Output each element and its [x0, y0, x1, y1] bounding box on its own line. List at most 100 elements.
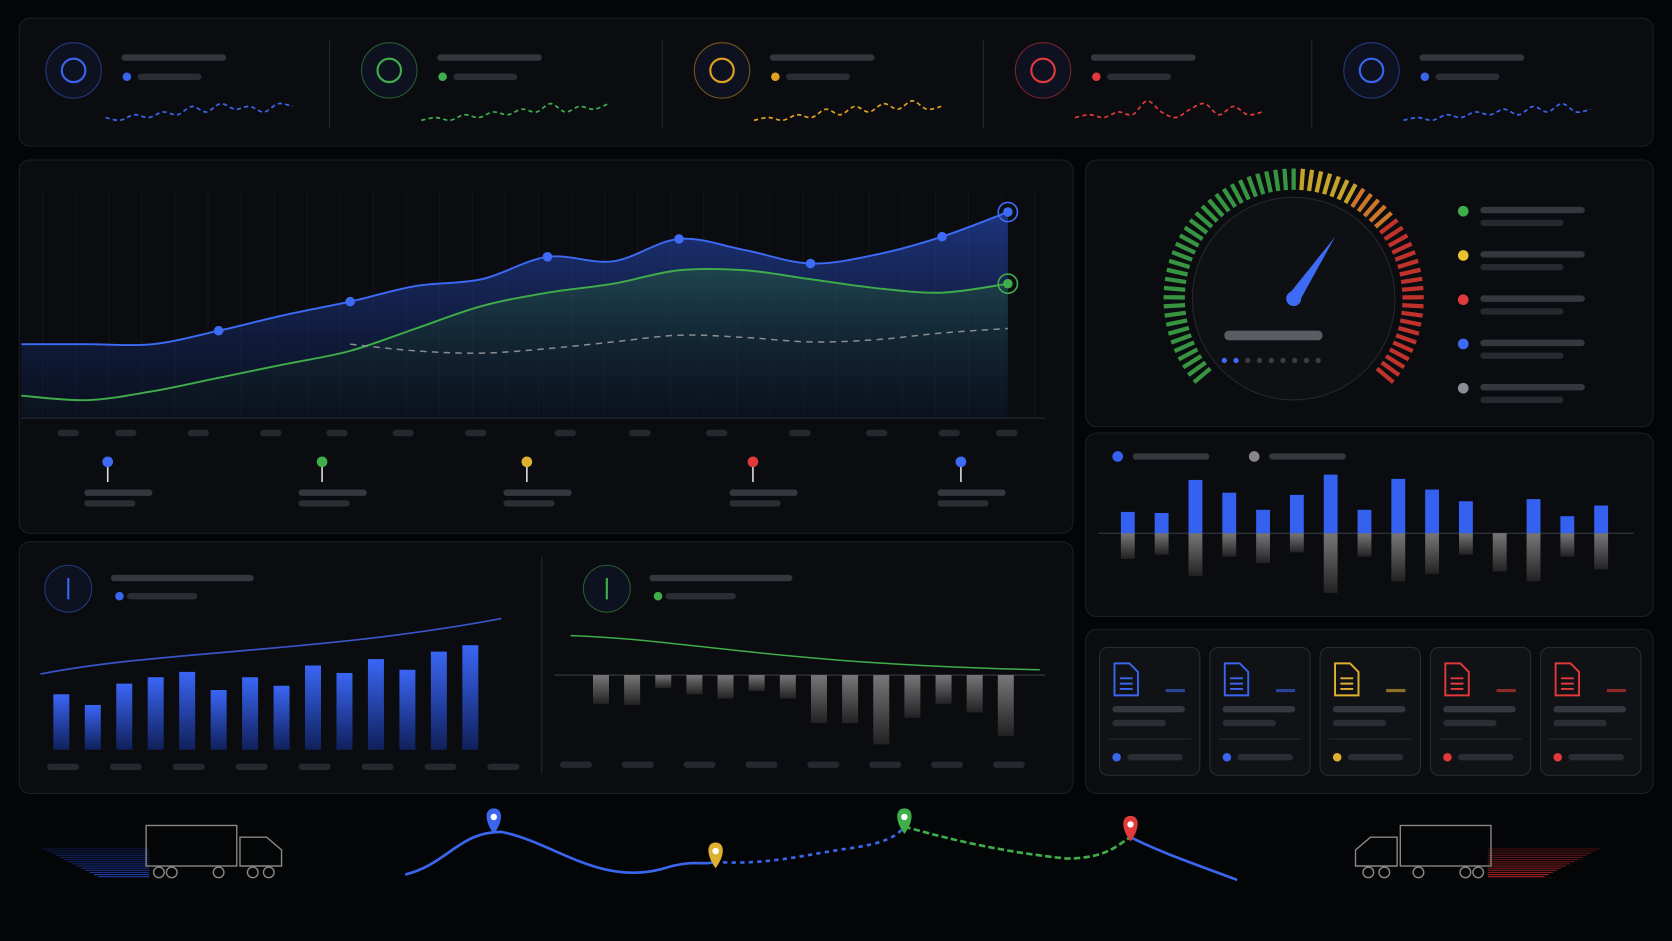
gauge-tick [1163, 303, 1186, 309]
pin [316, 456, 328, 468]
kpi-dot [1420, 72, 1430, 82]
placeholder [392, 429, 414, 437]
legend-dot [1457, 250, 1469, 261]
placeholder [869, 761, 902, 768]
sparkline [1074, 100, 1263, 119]
placeholder [931, 761, 964, 768]
bar [367, 659, 384, 750]
placeholder [992, 761, 1025, 768]
gauge-tick [1368, 204, 1387, 223]
page-dot [1221, 357, 1228, 364]
placeholder [1332, 719, 1387, 727]
legend-dot [1457, 382, 1469, 394]
bar [1391, 533, 1406, 582]
pin-core [712, 847, 719, 855]
trend [570, 634, 1040, 671]
gauge-tick [1336, 179, 1350, 201]
placeholder [554, 429, 576, 437]
wheel [165, 866, 178, 879]
panel [18, 17, 1654, 147]
placeholder [937, 489, 1006, 496]
bar [1458, 501, 1473, 534]
doc-icon [1334, 662, 1360, 697]
placeholder [1480, 251, 1585, 258]
placeholder [621, 761, 654, 768]
placeholder [503, 489, 572, 496]
bar [147, 677, 164, 750]
gauge-tick [1362, 198, 1381, 218]
bar [1154, 533, 1169, 555]
placeholder [84, 500, 136, 507]
gauge-tick [1177, 347, 1199, 362]
placeholder [326, 429, 348, 437]
gauge-tick [1188, 218, 1209, 235]
placeholder [260, 429, 282, 437]
kpi-icon [361, 42, 418, 99]
status-dot [1332, 752, 1342, 762]
placeholder [1458, 754, 1514, 761]
wheel [1378, 866, 1391, 879]
trailer [145, 824, 238, 867]
pin-core [490, 813, 497, 821]
placeholder [1132, 453, 1210, 460]
gauge-tick [1192, 366, 1212, 384]
cab [1354, 836, 1398, 867]
placeholder [786, 73, 851, 80]
gauge-tick [1388, 347, 1410, 362]
bar [1120, 533, 1135, 559]
gauge-tick [1238, 179, 1251, 201]
legend-dot [1457, 338, 1469, 350]
gauge-tick [1229, 183, 1244, 204]
bar [116, 683, 133, 750]
point [674, 234, 684, 244]
legend-dot [1457, 205, 1469, 217]
bar [1357, 509, 1372, 534]
wheel [1362, 866, 1375, 879]
placeholder [57, 429, 79, 437]
placeholder [1480, 295, 1585, 302]
placeholder [1480, 339, 1585, 347]
end-ring [997, 201, 1019, 223]
bar [1492, 533, 1507, 572]
map-pin [708, 842, 723, 869]
placeholder [1480, 383, 1585, 391]
gauge-tick [1207, 198, 1225, 218]
placeholder [1443, 706, 1516, 713]
kpi-dot [1092, 72, 1101, 82]
placeholder [789, 429, 811, 437]
kpi-dot [438, 72, 447, 82]
placeholder [187, 429, 210, 437]
point [542, 252, 553, 262]
bar [84, 704, 101, 750]
placeholder [1480, 219, 1564, 227]
kpi-icon [1343, 42, 1400, 99]
placeholder [137, 73, 202, 80]
status-dot [1443, 752, 1452, 762]
kpi-dot [771, 72, 780, 82]
gauge-tick [1171, 250, 1193, 262]
trend [40, 617, 502, 675]
placeholder [1480, 396, 1564, 404]
route [1129, 836, 1238, 882]
gauge-tick [1163, 285, 1186, 292]
bar [810, 675, 827, 724]
placeholder [437, 54, 542, 61]
gauge-tick [1264, 170, 1273, 193]
gauge-tick [1187, 360, 1207, 377]
bar [273, 685, 290, 750]
doc-icon [1554, 662, 1581, 697]
point [213, 325, 224, 336]
gauge-tick [1164, 310, 1187, 318]
placeholder [172, 763, 205, 771]
bar [1425, 533, 1440, 574]
kpi-icon-core [60, 57, 87, 84]
placeholder [361, 763, 394, 771]
gauge-tick [1400, 276, 1423, 285]
placeholder [938, 429, 960, 437]
placeholder [1222, 719, 1276, 727]
placeholder [1347, 754, 1404, 761]
route [904, 825, 1132, 860]
gauge-tick [1306, 169, 1315, 192]
bar [210, 690, 227, 750]
sparkline [1403, 102, 1591, 122]
